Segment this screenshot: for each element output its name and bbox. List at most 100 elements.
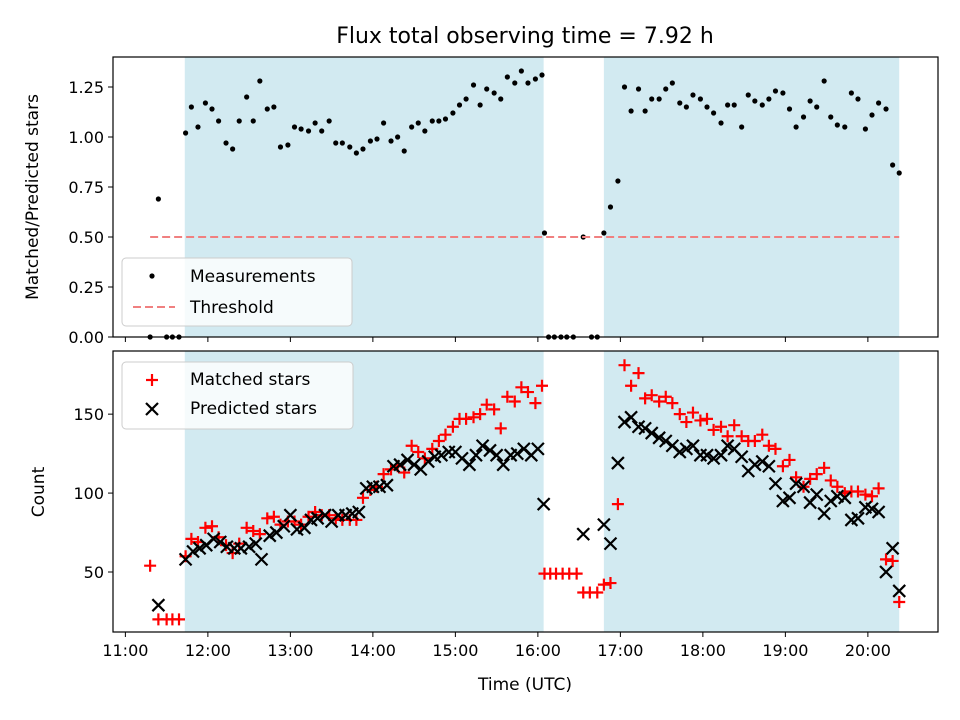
- matched-stars-point: [240, 521, 253, 534]
- predicted-stars-point: [192, 541, 207, 556]
- predicted-stars-point: [206, 532, 221, 546]
- matched-stars-point: [715, 420, 728, 433]
- measurement-point: [456, 102, 463, 108]
- predicted-stars-point: [617, 415, 632, 429]
- x-tick-label: 13:00: [267, 641, 313, 660]
- predicted-stars-point: [393, 457, 407, 472]
- predicted-stars-point: [823, 494, 838, 508]
- predicted-stars-point: [706, 451, 721, 466]
- measurement-point: [504, 74, 510, 80]
- measurement-point: [807, 98, 813, 104]
- measurement-point: [821, 78, 827, 84]
- matched-stars-point: [173, 613, 185, 626]
- predicted-stars-point: [762, 459, 776, 474]
- matched-stars-point: [206, 520, 218, 533]
- predicted-stars-point: [462, 457, 477, 472]
- matched-stars-point: [707, 423, 720, 436]
- measurement-point: [388, 138, 394, 144]
- legend-matched-marker: [146, 374, 158, 386]
- predicted-stars-point: [679, 442, 694, 456]
- measurement-point: [450, 110, 456, 116]
- x-tick-label: 18:00: [680, 641, 726, 660]
- predicted-stars-point: [776, 494, 790, 508]
- measurement-point: [381, 120, 387, 126]
- predicted-stars-point: [837, 491, 852, 505]
- top-y-tick-label: 1.25: [68, 78, 104, 97]
- measurement-point: [491, 90, 497, 96]
- measurement-point: [422, 128, 428, 134]
- matched-stars-point: [494, 422, 507, 435]
- matched-stars-point: [673, 408, 686, 421]
- top-legend: Measurements Threshold: [121, 257, 353, 327]
- measurement-point: [615, 178, 621, 184]
- bottom-x-ticks: 11:00 12:00 13:00 14:00 15:00 16:00 17:00 18:00…: [102, 632, 891, 660]
- top-y-tick-label: 0.25: [68, 278, 104, 297]
- measurement-point: [607, 204, 614, 210]
- measurement-point: [477, 102, 483, 108]
- measurement-point: [463, 96, 469, 102]
- matched-stars-point: [474, 408, 487, 421]
- matched-stars-point: [686, 406, 699, 419]
- measurement-point: [525, 80, 531, 86]
- matched-stars-point: [405, 439, 418, 452]
- legend-matched-label: Matched stars: [190, 370, 310, 390]
- top-y-axis-label: Matched/Predicted stars: [23, 94, 43, 300]
- measurement-point: [401, 148, 407, 154]
- matched-stars-point: [666, 397, 679, 410]
- measurement-point: [704, 104, 710, 110]
- measurement-point: [649, 96, 655, 102]
- measurement-point: [271, 104, 277, 110]
- measurement-point: [518, 68, 524, 74]
- measurement-point: [250, 118, 256, 124]
- chart-title: Flux total observing time = 7.92 h: [336, 24, 714, 49]
- matched-stars-point: [488, 403, 501, 416]
- predicted-stars-point: [700, 448, 714, 462]
- matched-stars-point: [886, 554, 899, 567]
- predicted-stars-point: [672, 445, 687, 459]
- predicted-stars-point: [213, 535, 228, 549]
- measurement-point: [374, 136, 380, 142]
- measurement-point: [628, 108, 634, 114]
- measurement-point: [896, 170, 902, 176]
- matched-stars-point: [591, 586, 604, 599]
- measurement-point: [353, 150, 359, 156]
- matched-stars-point: [536, 379, 548, 392]
- measurement-point: [814, 104, 820, 110]
- top-y-tick-label: 0.75: [68, 178, 104, 197]
- top-y-tick-label: 0.00: [68, 328, 104, 347]
- measurement-point: [745, 92, 751, 98]
- measurement-point: [848, 90, 854, 96]
- measurement-point: [842, 124, 848, 130]
- predicted-stars-point: [483, 443, 497, 458]
- legend-measurements-label: Measurements: [190, 267, 316, 287]
- measurement-point: [663, 86, 669, 92]
- matched-stars-point: [446, 420, 459, 433]
- predicted-stars-point: [276, 519, 291, 534]
- measurement-point: [669, 80, 675, 86]
- predicted-stars-point: [400, 453, 415, 467]
- measurement-point: [347, 144, 353, 150]
- matched-stars-point: [501, 390, 514, 403]
- measurement-point: [731, 102, 737, 108]
- matched-stars-point: [694, 414, 707, 427]
- predicted-stars-point: [421, 454, 435, 469]
- measurement-point: [319, 128, 325, 134]
- x-tick-label: 11:00: [102, 641, 148, 660]
- predicted-stars-point: [782, 491, 797, 505]
- measurement-point: [869, 112, 875, 118]
- measurement-point: [244, 94, 250, 100]
- top-y-tick-label: 0.50: [68, 228, 104, 247]
- measurement-point: [436, 118, 442, 124]
- top-shaded-interval-1: [603, 57, 900, 337]
- predicted-stars-point: [407, 457, 421, 472]
- measurement-point: [326, 118, 332, 124]
- matched-stars-point: [604, 577, 617, 590]
- predicted-stars-point: [871, 505, 886, 519]
- matched-stars-point: [515, 381, 528, 394]
- x-tick-label: 17:00: [597, 641, 643, 660]
- predicted-stars-point: [885, 541, 900, 556]
- measurement-point: [739, 124, 745, 130]
- measurement-point: [209, 106, 215, 112]
